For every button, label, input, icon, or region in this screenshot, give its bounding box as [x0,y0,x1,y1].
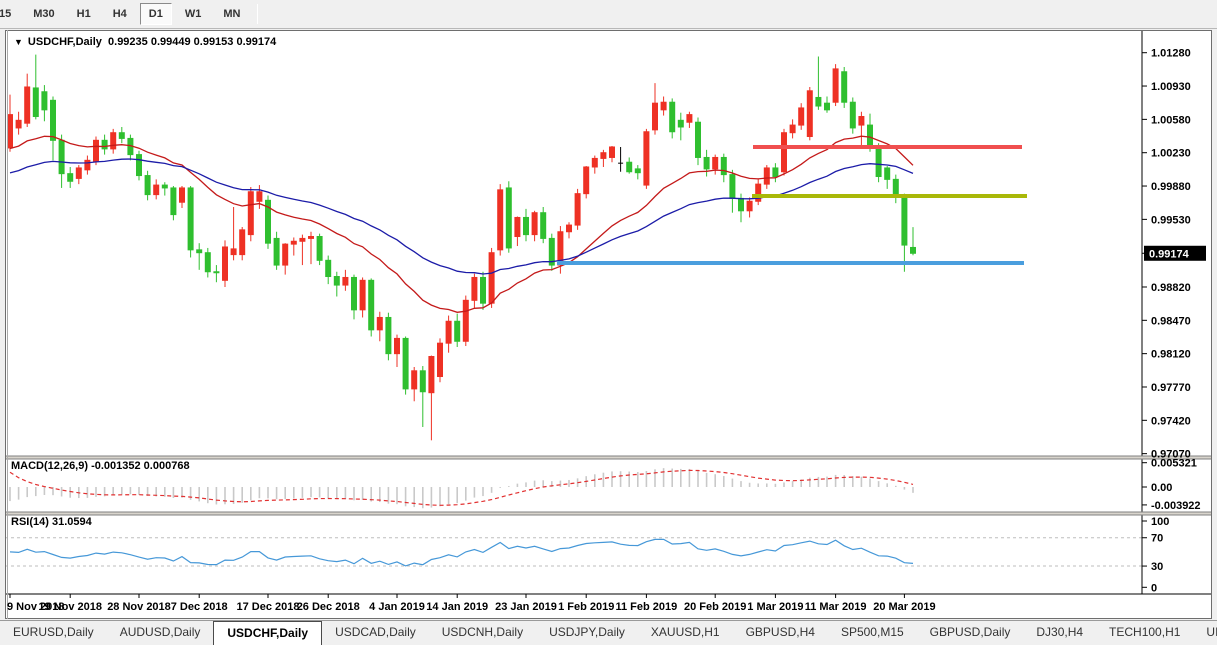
timeframe-button-w1[interactable]: W1 [184,8,202,20]
svg-text:1.01280: 1.01280 [1151,48,1191,60]
svg-text:0.97070: 0.97070 [1151,449,1191,461]
svg-text:0.99530: 0.99530 [1151,214,1191,226]
toolbar-separator [257,4,259,24]
timeframe-button-15[interactable]: 15 [0,8,12,20]
current-price-tag [1144,245,1206,261]
timeframe-button-mn[interactable]: MN [223,8,241,20]
chart-tab-audusd[interactable]: AUDUSD,Daily [119,625,201,639]
svg-text:1 Mar 2019: 1 Mar 2019 [747,601,803,613]
chart-tab-ui[interactable]: UI [1206,625,1217,639]
svg-text:1.00930: 1.00930 [1151,81,1191,93]
chart-tab-dj30[interactable]: DJ30,H4 [1036,625,1084,639]
chart-tab-tech100[interactable]: TECH100,H1 [1109,625,1181,639]
svg-text:0.97770: 0.97770 [1151,382,1191,394]
rsi-line [9,538,914,567]
svg-text:17 Dec 2018: 17 Dec 2018 [237,601,300,613]
timeframe-button-m30[interactable]: M30 [33,8,55,20]
chart-tab-usdcad[interactable]: USDCAD,Daily [335,625,416,639]
svg-text:20 Mar 2019: 20 Mar 2019 [873,601,935,613]
svg-text:70: 70 [1151,533,1163,545]
timeframe-button-d1[interactable]: D1 [139,3,172,25]
timeframe-button-h4[interactable]: H4 [112,8,127,20]
chart-tab-eurusd[interactable]: EURUSD,Daily [13,625,94,639]
svg-text:1 Feb 2019: 1 Feb 2019 [558,601,614,613]
candles-group [7,54,916,441]
svg-text:0.97420: 0.97420 [1151,415,1191,427]
macd-signal-line [9,469,914,506]
timeframe-button-h1[interactable]: H1 [76,8,91,20]
svg-text:4 Jan 2019: 4 Jan 2019 [369,601,425,613]
svg-text:7 Dec 2018: 7 Dec 2018 [171,601,228,613]
svg-text:0.00: 0.00 [1151,482,1172,494]
chart-tab-usdcnh[interactable]: USDCNH,Daily [441,625,524,639]
svg-text:11 Mar 2019: 11 Mar 2019 [805,601,867,613]
svg-text:0: 0 [1151,582,1157,594]
svg-text:30: 30 [1151,561,1163,573]
svg-text:1.00230: 1.00230 [1151,148,1191,160]
price-chart-canvas[interactable]: 1.01280 1.00930 1.00580 1.00230 0.99880 0.995… [5,30,1212,619]
svg-text:11 Feb 2019: 11 Feb 2019 [616,601,678,613]
svg-text:0.99174: 0.99174 [1149,248,1190,260]
svg-text:9 Nov 2018: 9 Nov 2018 [7,601,64,613]
svg-text:0.005321: 0.005321 [1151,458,1197,470]
svg-text:100: 100 [1151,516,1169,528]
chart-tab-usdchf[interactable]: USDCHF,Daily [213,621,323,645]
svg-text:0.98820: 0.98820 [1151,282,1191,294]
macd-histogram [9,468,914,509]
ma-fast-red-line [9,135,914,313]
chart-tab-usdjpy[interactable]: USDJPY,Daily [549,625,625,639]
svg-text:0.99880: 0.99880 [1151,181,1191,193]
svg-text:0.98120: 0.98120 [1151,349,1191,361]
svg-text:-0.003922: -0.003922 [1151,500,1201,512]
svg-text:0.98470: 0.98470 [1151,315,1191,327]
svg-text:28 Nov 2018: 28 Nov 2018 [107,601,171,613]
chart-tabs-bar: EURUSD,Daily AUDUSD,Daily USDCHF,Daily USDC… [0,620,1217,645]
svg-text:26 Dec 2018: 26 Dec 2018 [297,601,360,613]
chart-tab-xauusd[interactable]: XAUUSD,H1 [650,625,720,639]
chart-tab-gbpusd[interactable]: GBPUSD,Daily [929,625,1011,639]
chart-tab-gbpusd[interactable]: GBPUSD,H4 [745,625,815,639]
timeframe-toolbar: 15 M30 H1 H4 D1 W1 MN [0,0,1217,29]
chart-window: 1.01280 1.00930 1.00580 1.00230 0.99880 0.995… [5,30,1212,619]
svg-text:19 Nov 2018: 19 Nov 2018 [38,601,102,613]
svg-text:14 Jan 2019: 14 Jan 2019 [426,601,488,613]
svg-text:20 Feb 2019: 20 Feb 2019 [684,601,746,613]
svg-text:1.00580: 1.00580 [1151,114,1191,126]
chart-tab-sp500[interactable]: SP500,M15 [840,625,904,639]
svg-text:23 Jan 2019: 23 Jan 2019 [495,601,557,613]
